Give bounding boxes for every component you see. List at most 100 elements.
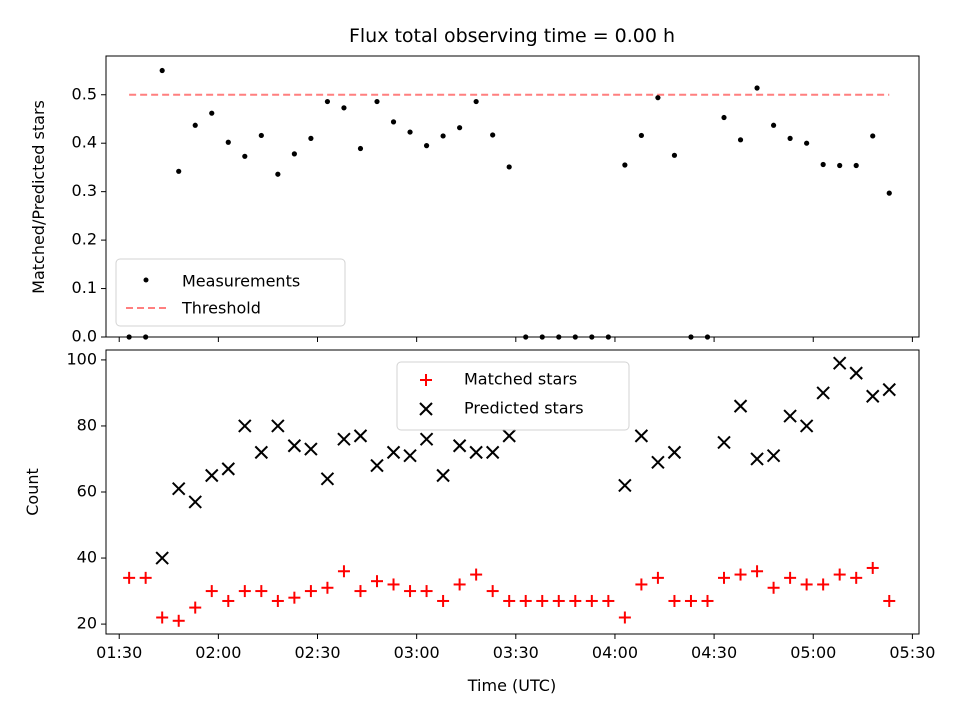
legend-measurements-label: Measurements — [182, 272, 300, 291]
top-legend: Measurements Threshold — [115, 258, 346, 327]
predicted-stars-point — [750, 452, 764, 466]
predicted-stars-point — [816, 386, 830, 400]
measurement-point — [258, 132, 264, 139]
matched-stars-point — [866, 561, 879, 574]
measurement-point — [192, 122, 198, 128]
bottom-y-axis-label: Count — [23, 468, 42, 516]
legend-matched-label: Matched stars — [464, 370, 577, 389]
legend-measurements-marker — [143, 277, 149, 283]
predicted-stars-point — [634, 429, 649, 443]
matched-stars-point — [304, 585, 317, 598]
matched-stars-point — [701, 594, 714, 607]
predicted-stars-point — [452, 439, 467, 453]
measurement-point — [870, 133, 876, 139]
legend-predicted-marker — [419, 402, 433, 416]
matched-stars-point — [288, 591, 301, 604]
top-y-ticks: 0.0 0.1 0.2 0.3 0.4 0.5 — [72, 84, 106, 346]
measurement-point — [853, 162, 859, 169]
x-tick-label: 03:30 — [493, 643, 539, 662]
matched-stars-point — [172, 614, 185, 627]
predicted-stars-point — [832, 356, 847, 370]
predicted-stars-point — [287, 439, 302, 453]
measurement-point — [324, 98, 331, 105]
measurement-point — [721, 114, 727, 121]
bottom-data-marks — [123, 356, 896, 627]
top-y-tick-label: 0.5 — [72, 84, 97, 103]
matched-stars-point — [503, 594, 516, 607]
predicted-stars-point — [469, 445, 483, 460]
top-y-tick-label: 0.4 — [72, 133, 97, 152]
matched-stars-point — [784, 571, 797, 584]
predicted-stars-point — [254, 445, 269, 460]
measurement-point — [787, 135, 793, 141]
matched-stars-point — [751, 565, 764, 578]
matched-stars-point — [602, 594, 615, 607]
predicted-stars-point — [205, 468, 219, 483]
bottom-y-tick-label: 40 — [77, 548, 97, 567]
predicted-stars-point — [717, 435, 731, 450]
matched-stars-point — [139, 571, 152, 584]
measurement-point — [820, 161, 826, 168]
bottom-panel: 20 40 60 80 100 Count 01:30 02:00 02:30 03:00 03… — [23, 349, 935, 695]
predicted-stars-point — [370, 458, 384, 473]
bottom-x-ticks: 01:30 02:00 02:30 03:00 03:30 04:00 04:30 05:00… — [96, 634, 935, 662]
measurement-point — [159, 67, 165, 74]
x-tick-label: 03:00 — [394, 643, 440, 662]
top-plot-frame — [105, 55, 920, 338]
matched-stars-point — [156, 611, 169, 624]
legend-threshold-label: Threshold — [181, 299, 261, 318]
measurement-point — [655, 95, 661, 101]
matched-stars-point — [205, 585, 218, 598]
matched-stars-point — [734, 568, 747, 581]
measurement-point — [886, 190, 892, 196]
matched-stars-point — [767, 581, 780, 594]
measurement-point — [225, 139, 231, 145]
matched-stars-point — [618, 611, 631, 624]
matched-stars-point — [123, 571, 136, 584]
predicted-stars-point — [651, 455, 665, 469]
matched-stars-point — [437, 594, 450, 607]
x-tick-label: 02:30 — [294, 643, 340, 662]
bottom-legend: Matched stars Predicted stars — [396, 361, 630, 431]
measurement-point — [457, 125, 463, 131]
bottom-y-tick-label: 60 — [77, 482, 97, 501]
matched-stars-point — [552, 594, 565, 607]
measurement-point — [671, 152, 678, 158]
measurement-point — [737, 137, 744, 143]
predicted-stars-point — [386, 445, 401, 460]
measurement-point — [473, 98, 479, 105]
matched-stars-point — [371, 575, 383, 588]
matched-stars-point — [222, 594, 235, 607]
matched-stars-point — [817, 578, 830, 591]
bottom-y-ticks: 20 40 60 80 100 — [66, 349, 106, 633]
measurement-point — [176, 168, 182, 174]
top-x-ticks — [118, 337, 913, 342]
measurement-point — [423, 143, 430, 149]
predicted-stars-point — [866, 389, 880, 403]
predicted-stars-point — [155, 551, 169, 565]
measurement-point — [804, 140, 810, 146]
predicted-stars-point — [618, 478, 632, 493]
predicted-stars-point — [403, 448, 417, 463]
chart-title: Flux total observing time = 0.00 h — [349, 25, 675, 47]
measurement-point — [341, 105, 347, 111]
predicted-stars-point — [799, 419, 814, 433]
bottom-y-tick-label: 80 — [77, 415, 97, 434]
predicted-stars-point — [733, 399, 748, 413]
predicted-stars-point — [337, 432, 351, 446]
matched-stars-point — [585, 594, 598, 607]
matched-stars-point — [337, 565, 350, 578]
matched-stars-point — [189, 601, 202, 614]
predicted-stars-point — [766, 448, 781, 463]
matched-stars-point — [321, 581, 334, 594]
bottom-y-tick-label: 100 — [66, 349, 97, 368]
measurement-point — [490, 132, 496, 138]
matched-stars-point — [850, 571, 863, 584]
top-panel: Flux total observing time = 0.00 h 0.00.… — [29, 25, 920, 346]
matched-stars-point — [569, 594, 582, 607]
matched-stars-point — [668, 594, 681, 607]
predicted-stars-point — [419, 432, 434, 446]
measurement-point — [357, 145, 364, 152]
predicted-stars-point — [304, 442, 318, 456]
